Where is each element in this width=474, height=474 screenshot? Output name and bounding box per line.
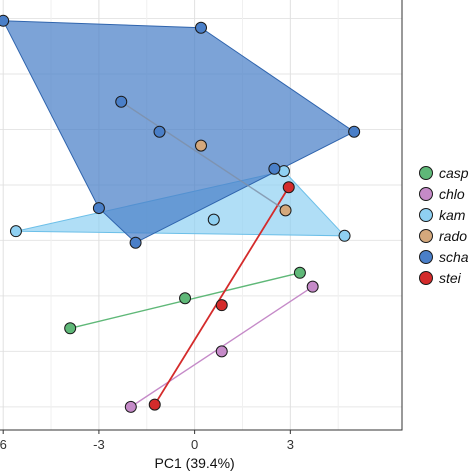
legend-key-kam [419,208,433,222]
legend-label-chlo: chlo [439,186,465,202]
point-casp-0 [64,322,77,335]
point-scha-0 [0,14,10,27]
legend-label-rado: rado [439,228,467,244]
legend-key-stei [419,271,433,285]
point-scha-4 [92,202,105,215]
point-casp-1 [179,292,192,305]
point-scha-5 [115,95,128,108]
legend-key-scha [419,250,433,264]
data-points [0,14,361,413]
point-stei-2 [148,398,161,411]
legend-label-kam: kam [439,207,466,223]
point-scha-6 [153,125,166,138]
legend-label-scha: scha [439,249,469,265]
point-kam-3 [207,213,220,226]
line-rado [120,101,286,211]
legend: casp chlo kam rado scha stei [419,165,469,286]
point-casp-2 [293,266,306,279]
x-tick-label-1: -3 [93,437,105,452]
legend-key-casp [419,166,433,180]
point-kam-2 [338,229,351,242]
point-kam-0 [9,225,22,238]
point-chlo-1 [215,345,228,358]
legend-label-stei: stei [439,270,462,286]
hull-scha [2,20,356,244]
group-hulls [2,20,356,244]
point-scha-1 [195,21,207,34]
point-chlo-0 [124,400,137,413]
x-tick-label-3: 3 [287,437,294,452]
point-stei-1 [215,299,228,312]
point-stei-0 [282,181,295,194]
point-scha-7 [268,162,281,175]
x-axis-ticks: 6 -3 0 3 [0,430,294,452]
point-rado-0 [195,139,207,152]
legend-key-rado [419,229,433,243]
point-scha-2 [348,125,361,138]
x-axis-title: PC1 (39.4%) [155,455,235,471]
point-chlo-2 [306,280,319,293]
legend-key-chlo [419,187,433,201]
x-tick-label-0: 6 [0,437,7,452]
panel-border [0,0,403,431]
legend-label-casp: casp [439,165,469,181]
x-tick-label-2: 0 [191,437,198,452]
point-rado-1 [279,204,292,217]
line-stei [153,186,290,406]
point-scha-3 [129,236,142,249]
